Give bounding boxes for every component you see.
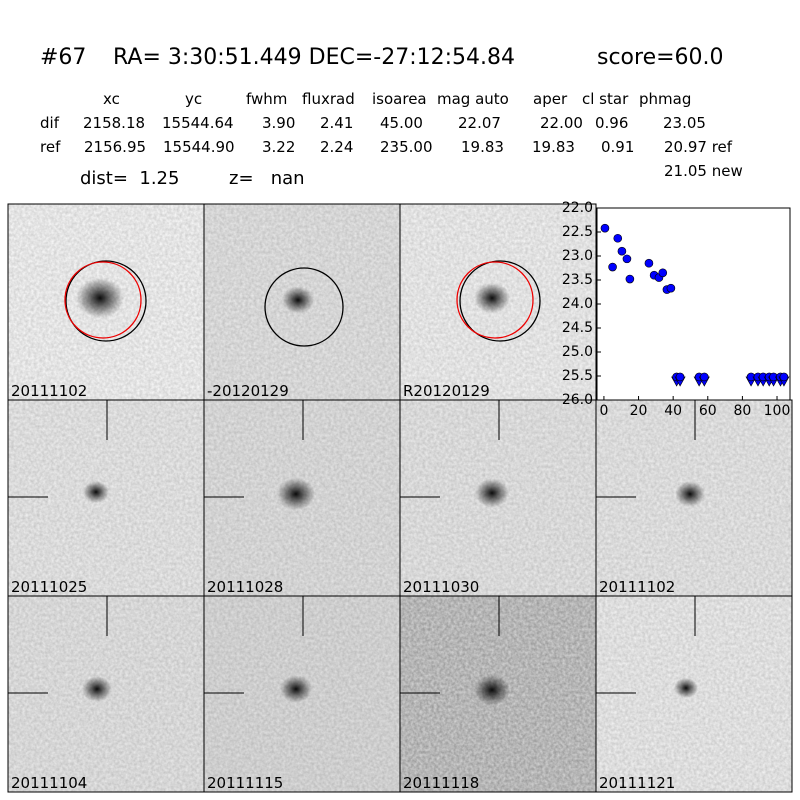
column-header: fwhm bbox=[246, 90, 287, 108]
y-tick-label: 23.0 bbox=[562, 248, 593, 264]
table-cell: 15544.64 bbox=[162, 114, 234, 132]
table-cell: 2.24 bbox=[320, 138, 353, 156]
aperture bbox=[264, 267, 344, 347]
panel-label: 20111121 bbox=[599, 774, 675, 792]
table-cell: 20.97 ref bbox=[664, 138, 733, 156]
point bbox=[625, 274, 635, 284]
x-tick-label: 0 bbox=[599, 403, 608, 419]
panel-label: R20120129 bbox=[403, 382, 490, 400]
source bbox=[475, 478, 509, 508]
column-header: yc bbox=[185, 90, 202, 108]
source bbox=[474, 282, 510, 314]
point bbox=[600, 223, 610, 233]
column-header: cl star bbox=[582, 90, 629, 108]
y-tick-label: 24.0 bbox=[562, 296, 593, 312]
point bbox=[613, 233, 623, 243]
x-tick-label: 40 bbox=[664, 403, 682, 419]
point bbox=[617, 246, 627, 256]
source bbox=[675, 481, 705, 507]
y-tick-label: 26.0 bbox=[562, 392, 593, 408]
panel-label: 20111104 bbox=[11, 774, 87, 792]
column-header: phmag bbox=[639, 90, 691, 108]
limit-point bbox=[700, 372, 709, 382]
limit-point bbox=[675, 372, 685, 382]
x-tick-label: 20 bbox=[630, 403, 648, 419]
aperture-circles bbox=[64, 260, 541, 347]
column-header: isoarea bbox=[372, 90, 427, 108]
source bbox=[280, 675, 312, 703]
y-tick-label: 22.5 bbox=[562, 224, 593, 240]
table-cell: 22.00 bbox=[540, 114, 583, 132]
column-header: xc bbox=[103, 90, 120, 108]
aperture bbox=[65, 260, 147, 342]
table-cell: 23.05 bbox=[663, 114, 706, 132]
panel-label: 20111115 bbox=[207, 774, 283, 792]
source bbox=[674, 677, 698, 699]
panel-label: 20111030 bbox=[403, 578, 479, 596]
panel-label: 20111102 bbox=[599, 578, 675, 596]
table-cell: 0.91 bbox=[601, 138, 634, 156]
row-label: ref bbox=[40, 138, 61, 156]
panel-label: 20111028 bbox=[207, 578, 283, 596]
point bbox=[608, 262, 617, 272]
source bbox=[76, 277, 124, 319]
aperture-ref bbox=[456, 261, 534, 339]
object-id: #67 bbox=[40, 45, 86, 70]
point bbox=[658, 268, 668, 278]
table-cell: 45.00 bbox=[380, 114, 423, 132]
y-tick-label: 25.5 bbox=[562, 368, 593, 384]
y-tick-label: 25.0 bbox=[562, 344, 593, 360]
panel-label: 20111025 bbox=[11, 578, 87, 596]
source bbox=[282, 286, 314, 314]
table-cell: 15544.90 bbox=[163, 138, 235, 156]
panel-label: 20111118 bbox=[403, 774, 479, 792]
table-cell: 2.41 bbox=[320, 114, 353, 132]
coordinates: RA= 3:30:51.449 DEC=-27:12:54.84 bbox=[113, 45, 515, 70]
panel-label: -20120129 bbox=[207, 382, 289, 400]
table-cell: 0.96 bbox=[595, 114, 628, 132]
limit-point bbox=[779, 372, 789, 382]
point bbox=[644, 258, 654, 268]
panel-grid: 20111102 -20120129 R20120129 20111025 201110… bbox=[7, 203, 793, 793]
source bbox=[83, 480, 109, 504]
table-cell: 2156.95 bbox=[84, 138, 146, 156]
table-cell: 3.22 bbox=[262, 138, 295, 156]
plot-area bbox=[596, 207, 791, 401]
new-mag: 21.05 new bbox=[664, 162, 743, 180]
table-cell: 19.83 bbox=[532, 138, 575, 156]
source bbox=[474, 674, 510, 706]
column-header: mag auto bbox=[437, 90, 509, 108]
x-tick-label: 60 bbox=[699, 403, 717, 419]
lightcurve: 22.0 22.5 23.0 23.5 24.0 24.5 25.0 25.5 26.0 0 20 4… bbox=[562, 200, 791, 419]
source bbox=[82, 676, 112, 702]
aperture-ref bbox=[64, 261, 142, 339]
y-tick-label: 24.5 bbox=[562, 320, 593, 336]
table-cell: 2158.18 bbox=[83, 114, 145, 132]
y-tick-label: 22.0 bbox=[562, 200, 593, 216]
table-cell: 3.90 bbox=[262, 114, 295, 132]
score: score=60.0 bbox=[597, 45, 724, 70]
dist: dist= 1.25 bbox=[80, 168, 179, 189]
x-tick-label: 80 bbox=[733, 403, 751, 419]
panel-frame bbox=[595, 595, 793, 793]
table-cell: 235.00 bbox=[380, 138, 433, 156]
column-header: fluxrad bbox=[302, 90, 355, 108]
x-tick-label: 100 bbox=[764, 403, 791, 419]
column-header: aper bbox=[533, 90, 568, 108]
panel-label: 20111102 bbox=[11, 382, 87, 400]
table-cell: 19.83 bbox=[461, 138, 504, 156]
row-label: dif bbox=[40, 114, 60, 132]
aperture bbox=[459, 260, 541, 342]
table-cell: 22.07 bbox=[458, 114, 501, 132]
source bbox=[277, 477, 315, 511]
redshift: z= nan bbox=[229, 168, 305, 189]
point bbox=[666, 283, 676, 293]
point bbox=[622, 254, 632, 264]
y-tick-label: 23.5 bbox=[562, 272, 593, 288]
